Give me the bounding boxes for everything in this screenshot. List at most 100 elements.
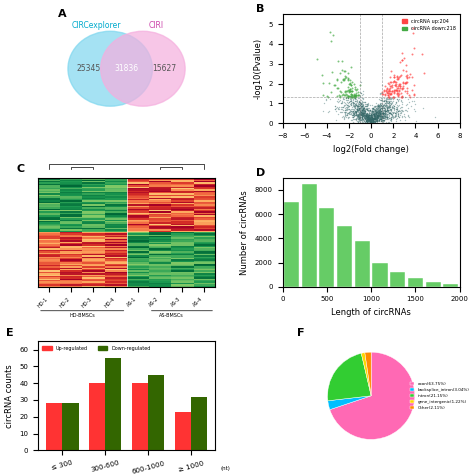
- Point: [336, 93, 344, 101]
- Point: [345, 99, 352, 107]
- Point: [384, 95, 392, 102]
- Point: [369, 118, 376, 125]
- Point: [359, 105, 366, 113]
- Point: [342, 97, 350, 104]
- Point: [401, 114, 409, 121]
- Point: [375, 108, 383, 116]
- Point: [366, 115, 374, 123]
- Point: [378, 104, 386, 111]
- Point: [366, 118, 374, 125]
- Point: [368, 107, 376, 115]
- Point: [371, 109, 378, 117]
- Point: [374, 113, 382, 121]
- Point: [391, 112, 399, 120]
- Point: [364, 111, 372, 118]
- Point: [366, 113, 374, 120]
- Point: [369, 118, 376, 126]
- Point: [380, 110, 388, 118]
- Point: [356, 101, 364, 109]
- Point: [365, 112, 372, 120]
- Point: [383, 87, 390, 94]
- Point: [372, 108, 380, 116]
- Point: [361, 111, 369, 118]
- Point: [376, 102, 383, 110]
- Point: [353, 106, 361, 114]
- Point: [355, 111, 363, 118]
- Point: [377, 113, 384, 121]
- Point: [378, 109, 386, 117]
- Point: [362, 118, 369, 126]
- Point: [372, 118, 379, 126]
- Point: [375, 95, 383, 103]
- Point: [374, 102, 381, 110]
- Point: [371, 118, 378, 125]
- Point: [354, 97, 361, 105]
- Point: [355, 110, 362, 118]
- Point: [385, 111, 393, 118]
- Point: [367, 108, 374, 116]
- Point: [350, 100, 358, 107]
- Point: [371, 117, 379, 125]
- Bar: [174, 412, 191, 450]
- Point: [374, 115, 381, 122]
- Bar: [337, 226, 352, 287]
- Point: [369, 115, 376, 123]
- Point: [374, 111, 381, 118]
- Point: [363, 111, 371, 118]
- Point: [382, 112, 389, 119]
- Point: [384, 108, 392, 115]
- Point: [355, 109, 363, 117]
- Point: [362, 117, 370, 124]
- Point: [371, 118, 378, 126]
- Point: [342, 105, 350, 113]
- Point: [374, 107, 382, 115]
- Point: [374, 106, 382, 114]
- Point: [379, 114, 387, 122]
- Point: [374, 114, 382, 122]
- Point: [369, 115, 377, 122]
- Point: [375, 106, 383, 114]
- Point: [358, 94, 366, 102]
- Point: [402, 67, 410, 74]
- Point: [367, 118, 374, 126]
- Point: [369, 110, 376, 118]
- Point: [345, 92, 353, 100]
- Point: [363, 105, 371, 112]
- Point: [396, 109, 404, 117]
- Point: [366, 116, 374, 123]
- Point: [374, 110, 382, 118]
- Point: [350, 106, 358, 114]
- Point: [366, 117, 374, 124]
- Point: [372, 109, 380, 116]
- Bar: [148, 375, 164, 450]
- Point: [322, 96, 330, 104]
- Point: [377, 116, 385, 124]
- Point: [392, 99, 400, 106]
- Point: [365, 108, 373, 116]
- Point: [348, 106, 356, 113]
- Point: [381, 91, 389, 99]
- Point: [379, 112, 386, 120]
- Text: F: F: [297, 328, 304, 338]
- Point: [358, 98, 366, 105]
- Bar: [390, 272, 405, 287]
- Point: [403, 89, 410, 97]
- Point: [396, 80, 404, 88]
- Point: [373, 118, 381, 126]
- Point: [383, 89, 391, 96]
- X-axis label: Length of circRNAs: Length of circRNAs: [331, 308, 411, 317]
- Point: [386, 106, 394, 114]
- Point: [370, 115, 378, 123]
- Point: [405, 73, 413, 81]
- Point: [387, 99, 395, 106]
- Point: [374, 107, 382, 115]
- Point: [375, 112, 383, 120]
- Point: [370, 109, 377, 116]
- Point: [344, 113, 352, 120]
- Point: [377, 113, 384, 120]
- Point: [374, 105, 381, 112]
- Point: [356, 107, 363, 114]
- Point: [358, 117, 365, 124]
- Point: [370, 107, 377, 114]
- Point: [391, 109, 398, 117]
